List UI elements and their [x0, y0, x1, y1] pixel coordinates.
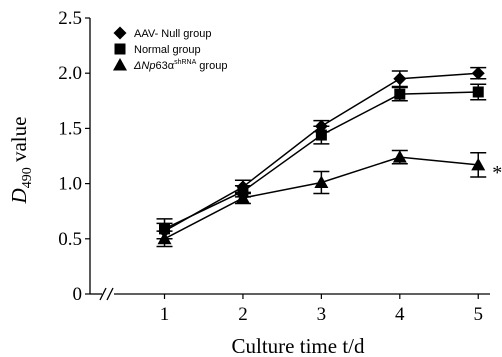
- legend-label: ΔNp63αshRNA group: [133, 59, 227, 72]
- x-tick-label: 3: [317, 304, 327, 325]
- legend-label-prefix: ΔNp: [133, 60, 155, 72]
- legend-marker-triangle: [113, 58, 127, 71]
- significance-asterisk: *: [492, 162, 502, 184]
- annotations: *: [492, 162, 502, 184]
- legend-label-suffix: group: [196, 60, 227, 72]
- data-point-square: [394, 88, 406, 100]
- series-layer: [156, 66, 487, 248]
- data-point-diamond: [393, 72, 407, 86]
- y-axis-title-main: D: [7, 188, 31, 204]
- legend-item-triangle: ΔNp63αshRNA group: [113, 58, 227, 72]
- ticks: 0 0.5 1.0 1.5 2.0 2.5 1 2 3 4 5: [58, 8, 483, 325]
- axis-break-mark-1: [99, 287, 107, 301]
- data-point-triangle: [157, 231, 172, 245]
- series-line-triangle: [164, 156, 479, 240]
- legend-label-mid: 63α: [155, 60, 174, 72]
- legend-marker-square: [114, 43, 126, 55]
- x-axis-title: Culture time t/d: [232, 334, 365, 357]
- data-point-triangle: [392, 150, 407, 163]
- x-tick-label: 2: [238, 304, 248, 325]
- legend-label: AAV- Null group: [134, 28, 211, 40]
- data-point-triangle: [471, 157, 486, 171]
- y-axis-title-rest: value: [7, 117, 31, 168]
- series-square: [156, 83, 487, 240]
- series-line-diamond: [164, 72, 479, 232]
- data-point-triangle: [314, 175, 329, 188]
- y-tick-label: 1.0: [58, 174, 82, 195]
- legend-marker-diamond: [113, 26, 127, 40]
- y-axis-title-sub: 490: [20, 167, 35, 188]
- y-tick-label: 2.5: [58, 8, 82, 29]
- y-axis-title: D490 value: [7, 117, 35, 205]
- legend-item-diamond: AAV- Null group: [113, 26, 211, 40]
- x-tick-label: 1: [160, 304, 170, 325]
- y-tick-label: 0: [73, 284, 83, 305]
- y-tick-label: 1.5: [58, 118, 82, 139]
- legend-label-sup: shRNA: [174, 59, 197, 66]
- data-point-square: [472, 86, 484, 98]
- y-tick-label: 2.0: [58, 63, 82, 84]
- data-point-square: [315, 129, 327, 141]
- axes: [89, 18, 490, 301]
- axis-break-mark-2: [106, 287, 114, 301]
- legend-item-square: Normal group: [114, 43, 201, 56]
- x-tick-label: 4: [395, 304, 405, 325]
- legend-label: Normal group: [134, 44, 201, 56]
- data-point-diamond: [471, 66, 485, 80]
- x-tick-label: 5: [473, 304, 483, 325]
- legend: AAV- Null group Normal group ΔNp63αshRNA g…: [113, 26, 227, 72]
- data-point-square: [159, 223, 171, 235]
- series-triangle: [156, 149, 487, 248]
- y-tick-label: 0.5: [58, 229, 82, 250]
- data-point-triangle: [235, 190, 250, 204]
